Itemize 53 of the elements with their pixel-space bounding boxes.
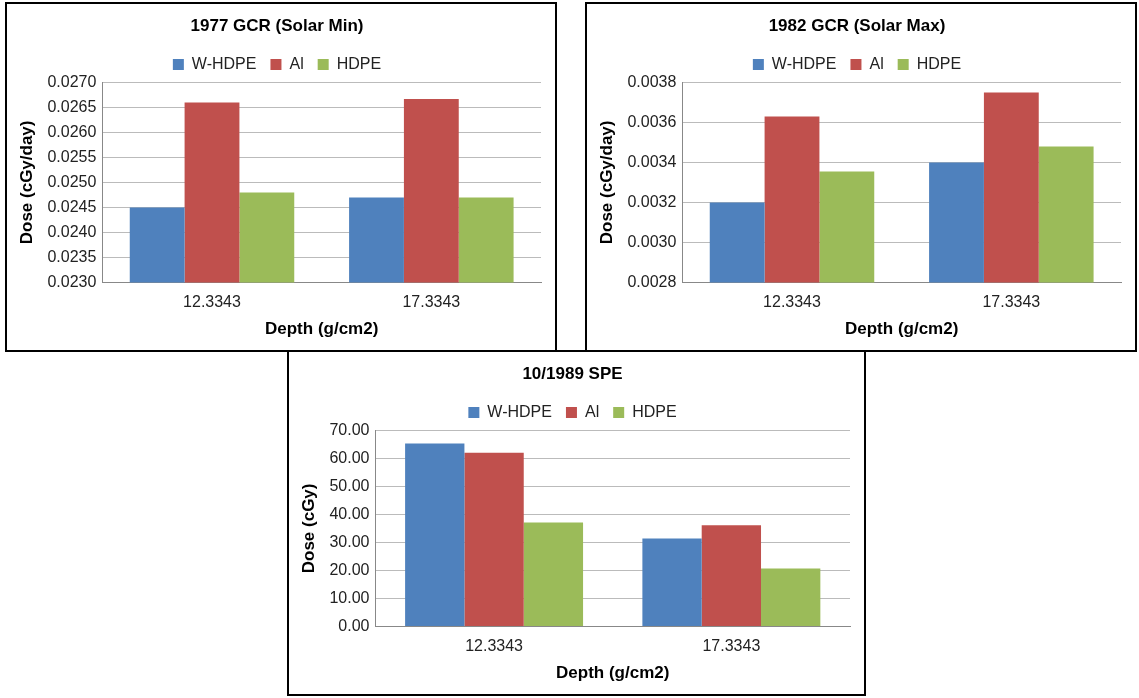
y-tick-label: 0.0028: [627, 272, 677, 290]
bar: [701, 525, 762, 626]
chart-title: 10/1989 SPE: [522, 363, 623, 383]
y-axis-title: Dose (cGy/day): [596, 120, 616, 245]
bar: [761, 568, 821, 626]
y-tick-label: 0.0245: [47, 197, 97, 215]
legend-label: Al: [869, 54, 884, 72]
y-tick-label: 0.0032: [627, 192, 677, 210]
legend-label: W-HDPE: [771, 54, 837, 72]
x-tick-label: 17.3343: [702, 637, 761, 655]
y-tick-label: 0.0260: [47, 122, 97, 140]
x-tick-label: 12.3343: [465, 637, 524, 655]
y-tick-label: 0.0255: [47, 147, 97, 165]
y-tick-label: 0.0036: [627, 112, 677, 130]
y-tick-label: 0.0235: [47, 247, 97, 265]
x-tick-label: 17.3343: [982, 293, 1041, 311]
chart-title: 1982 GCR (Solar Max): [768, 15, 946, 35]
y-tick-label: 70.00: [329, 420, 370, 438]
legend-label: HDPE: [916, 54, 962, 72]
y-tick-label: 0.0265: [47, 97, 97, 115]
bar: [642, 538, 702, 626]
y-tick-label: 40.00: [329, 504, 370, 522]
bar: [464, 452, 524, 626]
y-tick-label: 20.00: [329, 560, 370, 578]
y-tick-label: 10.00: [329, 588, 370, 606]
legend-label: Al: [289, 54, 304, 72]
legend-label: Al: [584, 402, 600, 420]
y-tick-label: 0.00: [338, 616, 370, 634]
y-tick-label: 0.0270: [47, 72, 97, 90]
x-tick-label: 12.3343: [763, 293, 822, 311]
y-tick-label: 50.00: [329, 476, 370, 494]
y-axis-title: Dose (cGy/day): [16, 120, 36, 245]
legend-label: W-HDPE: [487, 402, 552, 420]
x-axis-title: Depth (g/cm2): [265, 319, 379, 339]
y-tick-label: 0.0250: [47, 172, 97, 190]
x-axis-title: Depth (g/cm2): [845, 319, 959, 339]
y-tick-label: 0.0038: [627, 72, 677, 90]
y-tick-label: 30.00: [329, 532, 370, 550]
x-tick-label: 17.3343: [402, 293, 461, 311]
bar: [405, 443, 465, 626]
x-axis-title: Depth (g/cm2): [556, 663, 670, 683]
legend-label: HDPE: [632, 402, 677, 420]
legend-label: HDPE: [336, 54, 382, 72]
y-tick-label: 0.0034: [627, 152, 677, 170]
chart-title: 1977 GCR (Solar Min): [190, 15, 364, 35]
y-tick-label: 0.0240: [47, 222, 97, 240]
x-tick-label: 12.3343: [183, 293, 242, 311]
y-axis-title: Dose (cGy): [298, 483, 318, 574]
y-tick-label: 0.0230: [47, 272, 97, 290]
bar: [523, 522, 584, 626]
y-tick-label: 60.00: [329, 448, 370, 466]
legend-label: W-HDPE: [191, 54, 257, 72]
y-tick-label: 0.0030: [627, 232, 677, 250]
